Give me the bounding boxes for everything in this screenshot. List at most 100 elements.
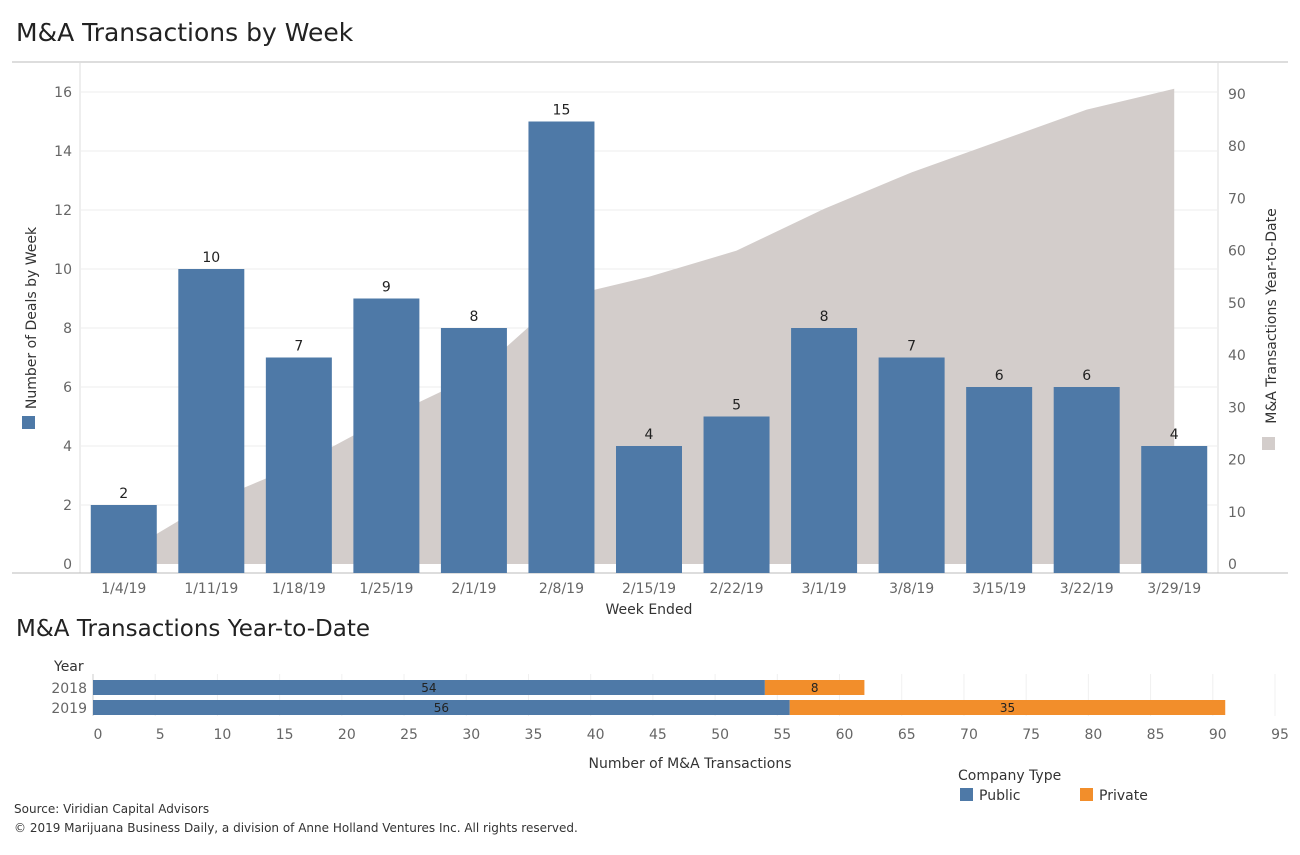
y-tick-label: 8 — [63, 321, 72, 337]
ytd-bar-segment — [789, 700, 1226, 715]
x-tick-label: 1/11/19 — [184, 581, 238, 597]
y2-axis-title: M&A Transactions Year-to-Date — [1264, 208, 1280, 423]
y-axis-title: Number of Deals by Week — [24, 226, 40, 409]
source-note: Source: Viridian Capital Advisors — [14, 802, 210, 816]
y-tick-label: 14 — [54, 144, 72, 160]
bar — [265, 357, 332, 573]
x-tick-label: 2/22/19 — [710, 581, 764, 597]
bar — [703, 416, 770, 573]
ytd-x-tick-label: 90 — [1209, 727, 1227, 743]
ytd-year-label: 2018 — [51, 681, 87, 697]
x-tick-label: 3/8/19 — [889, 581, 934, 597]
ytd-x-tick-label: 95 — [1271, 727, 1289, 743]
ytd-x-tick-label: 15 — [276, 727, 294, 743]
bar-value-label: 6 — [995, 368, 1004, 384]
bar-labels-layer: 2 10 7 9 8 15 4 5 8 7 6 6 4 — [119, 103, 1178, 503]
y2-tick-label: 50 — [1228, 296, 1246, 312]
ytd-x-tick-label: 65 — [898, 727, 916, 743]
bar-value-label: 7 — [907, 339, 916, 355]
bar-value-label: 6 — [1082, 368, 1091, 384]
ytd-x-tick-label: 45 — [649, 727, 667, 743]
bar — [966, 387, 1033, 573]
legend-title: Company Type — [958, 768, 1062, 784]
y2-tick-label: 80 — [1228, 139, 1246, 155]
bar — [353, 298, 420, 573]
ytd-x-tick-label: 70 — [960, 727, 978, 743]
bar — [791, 328, 858, 573]
y-tick-label: 10 — [54, 262, 72, 278]
ytd-x-tick-label: 40 — [587, 727, 605, 743]
ytd-bar-segment — [93, 700, 790, 715]
ytd-x-axis-title: Number of M&A Transactions — [588, 756, 791, 772]
y2-tick-label: 70 — [1228, 191, 1246, 207]
y-tick-label: 12 — [54, 203, 72, 219]
ytd-x-tick-label: 25 — [400, 727, 418, 743]
y2-tick-label: 40 — [1228, 348, 1246, 364]
legend-label-private: Private — [1099, 788, 1148, 804]
y-tick-label: 6 — [63, 380, 72, 396]
ytd-segment-label: 54 — [421, 681, 436, 695]
x-tick-label: 2/8/19 — [539, 581, 584, 597]
ytd-x-tick-label: 10 — [214, 727, 232, 743]
ytd-x-tick-label: 35 — [525, 727, 543, 743]
ytd-x-tick-label: 0 — [94, 727, 103, 743]
ytd-x-tick-label: 75 — [1022, 727, 1040, 743]
ytd-segment-label: 8 — [811, 681, 819, 695]
x-tick-label: 3/1/19 — [802, 581, 847, 597]
y2-tick-label: 0 — [1228, 557, 1237, 573]
legend-item-public: Public — [960, 788, 1020, 804]
y-tick-label: 16 — [54, 85, 72, 101]
y2-tick-label: 10 — [1228, 505, 1246, 521]
ytd-x-tick-label: 85 — [1147, 727, 1165, 743]
ytd-x-tick-label: 60 — [836, 727, 854, 743]
bar-value-label: 15 — [553, 103, 571, 119]
x-tick-label: 3/29/19 — [1147, 581, 1201, 597]
bar — [440, 328, 507, 573]
bar-value-label: 2 — [119, 486, 128, 502]
y2-tick-label: 20 — [1228, 453, 1246, 469]
ytd-x-tick-label: 20 — [338, 727, 356, 743]
axes-layer: 0 2 4 6 8 10 12 14 16 0 10 20 30 40 50 60 70 80 90 1/4/19 1/… — [22, 85, 1280, 618]
bar — [528, 121, 595, 573]
legend: Company Type Public Private — [958, 768, 1148, 804]
bar — [1141, 446, 1208, 573]
x-tick-label: 1/25/19 — [359, 581, 413, 597]
bar-value-label: 8 — [469, 309, 478, 325]
y2-tick-label: 60 — [1228, 244, 1246, 260]
bar — [1053, 387, 1120, 573]
ytd-axes-layer: Year 2018 2019 0 5 10 15 20 25 30 35 40 45 50 55 60 65 70… — [51, 659, 1289, 772]
ytd-chart: 54 8 56 35 Year 2018 2019 0 5 10 15 20 25 30 35 40 45 50… — [51, 659, 1289, 772]
x-axis-title: Week Ended — [606, 602, 693, 618]
ytd-bar-segment — [93, 680, 765, 695]
y-tick-label: 0 — [63, 557, 72, 573]
bar-value-label: 5 — [732, 398, 741, 414]
bar-value-label: 9 — [382, 280, 391, 296]
x-tick-label: 3/15/19 — [972, 581, 1026, 597]
y-axis-color-swatch — [22, 416, 35, 429]
bar — [616, 446, 682, 573]
bar — [90, 505, 157, 573]
y-tick-label: 2 — [63, 498, 72, 514]
y2-axis-color-swatch — [1262, 437, 1275, 450]
ytd-bar-segment — [764, 680, 865, 695]
x-tick-label: 1/4/19 — [101, 581, 146, 597]
legend-item-private: Private — [1080, 788, 1148, 804]
ytd-segment-label: 56 — [434, 701, 449, 715]
ytd-x-tick-label: 50 — [711, 727, 729, 743]
ytd-x-tick-label: 30 — [462, 727, 480, 743]
bar — [878, 357, 945, 573]
y-tick-label: 4 — [63, 439, 72, 455]
bar-value-label: 10 — [202, 250, 220, 266]
ytd-bars-layer: 54 8 56 35 — [93, 680, 1226, 715]
bar-value-label: 4 — [1170, 427, 1179, 443]
x-tick-label: 2/1/19 — [451, 581, 496, 597]
ytd-x-tick-label: 55 — [773, 727, 791, 743]
ytd-title: M&A Transactions Year-to-Date — [16, 616, 371, 642]
bar-value-label: 8 — [820, 309, 829, 325]
ytd-category-title: Year — [53, 659, 84, 675]
bar-value-label: 7 — [294, 339, 303, 355]
legend-label-public: Public — [979, 788, 1021, 804]
bars-layer — [90, 121, 1208, 573]
bar-value-label: 4 — [645, 427, 654, 443]
legend-swatch-private — [1080, 788, 1093, 801]
